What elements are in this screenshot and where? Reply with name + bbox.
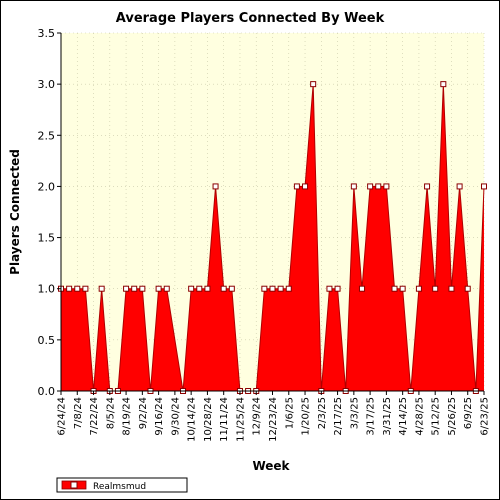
data-point: [326, 285, 333, 292]
x-tick-label: 12/9/24: [252, 397, 263, 436]
data-point: [188, 285, 195, 292]
series-realmsmud: [58, 81, 487, 394]
x-tick-label: 10/14/24: [187, 397, 198, 442]
data-point: [456, 183, 463, 190]
x-tick-label: 11/25/24: [235, 397, 246, 442]
x-tick-label: 1/20/25: [301, 397, 312, 436]
data-point: [334, 285, 341, 292]
data-point: [196, 285, 203, 292]
data-point: [383, 183, 390, 190]
legend-box: [56, 477, 188, 493]
data-point: [358, 285, 365, 292]
data-point: [415, 285, 422, 292]
x-tick-label: 7/22/24: [89, 397, 100, 436]
legend: Realmsmud: [56, 477, 188, 493]
x-tick-label: 9/30/24: [170, 397, 181, 436]
x-tick-label: 3/17/25: [366, 397, 377, 436]
y-tick-label: 0.0: [38, 385, 56, 398]
x-tick-label: 8/19/24: [122, 397, 133, 436]
legend-label: Realmsmud: [93, 482, 146, 492]
x-tick-label: 11/11/24: [219, 397, 230, 442]
data-point: [220, 285, 227, 292]
x-tick-label: 6/24/24: [57, 397, 68, 436]
series-area: [61, 84, 484, 392]
data-point: [481, 183, 487, 190]
x-tick-label: 5/12/25: [431, 397, 442, 436]
y-tick-label: 0.5: [38, 334, 56, 347]
data-point: [82, 285, 89, 292]
y-tick-label: 1.5: [38, 232, 56, 245]
data-point: [350, 183, 357, 190]
x-tick-label: 5/26/25: [447, 397, 458, 436]
data-point: [228, 285, 235, 292]
data-point: [302, 183, 309, 190]
x-tick-label: 3/3/25: [349, 397, 360, 429]
y-tick-label: 3.5: [38, 27, 56, 40]
y-ticks: 0.0 0.5 1.0 1.5 2.0 2.5 3.0 3.5: [38, 27, 61, 398]
x-tick-label: 9/16/24: [154, 397, 165, 436]
data-point: [139, 285, 146, 292]
legend-marker: [70, 481, 78, 489]
data-point: [98, 285, 105, 292]
data-point: [261, 285, 268, 292]
data-point: [212, 183, 219, 190]
x-tick-label: 7/8/24: [73, 397, 84, 429]
data-point: [399, 285, 406, 292]
y-tick-label: 1.0: [38, 283, 56, 296]
data-point: [391, 285, 398, 292]
x-tick-label: 2/3/25: [317, 397, 328, 429]
x-tick-label: 6/9/25: [463, 397, 474, 429]
data-point: [66, 285, 73, 292]
data-point: [424, 183, 431, 190]
data-point: [432, 285, 439, 292]
data-point: [367, 183, 374, 190]
y-axis-label: Players Connected: [8, 149, 22, 275]
data-point: [277, 285, 284, 292]
x-tick-label: 4/14/25: [398, 397, 409, 436]
x-tick-label: 1/6/25: [284, 397, 295, 429]
data-point: [375, 183, 382, 190]
data-point: [204, 285, 211, 292]
data-point: [131, 285, 138, 292]
y-tick-label: 3.0: [38, 78, 56, 91]
x-tick-label: 10/28/24: [203, 397, 214, 442]
data-point: [285, 285, 292, 292]
x-ticks: 6/24/24 7/8/24 7/22/24 8/5/24 8/19/24 9/2/24 9…: [57, 391, 491, 442]
x-tick-label: 9/2/24: [138, 397, 149, 429]
y-tick-label: 2.5: [38, 129, 56, 142]
data-point: [310, 81, 317, 88]
data-point: [448, 285, 455, 292]
x-tick-label: 8/5/24: [105, 397, 116, 429]
data-point: [155, 285, 162, 292]
series-line: [61, 84, 485, 392]
x-axis-label: Week: [252, 459, 290, 473]
data-point: [74, 285, 81, 292]
data-point: [123, 285, 130, 292]
data-point: [464, 285, 471, 292]
data-point: [293, 183, 300, 190]
x-tick-label: 6/23/25: [480, 397, 491, 436]
data-point: [440, 81, 447, 88]
data-point: [163, 285, 170, 292]
x-tick-label: 3/31/25: [382, 397, 393, 436]
data-point: [269, 285, 276, 292]
x-tick-label: 2/17/25: [333, 397, 344, 436]
x-tick-label: 12/23/24: [268, 397, 279, 442]
x-tick-label: 4/28/25: [414, 397, 425, 436]
y-tick-label: 2.0: [38, 180, 56, 193]
chart-title: Average Players Connected By Week: [116, 11, 385, 26]
